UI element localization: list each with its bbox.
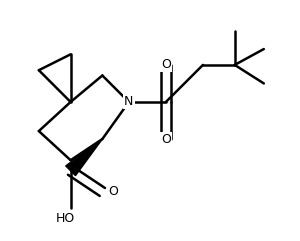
Text: O: O bbox=[161, 133, 171, 146]
Text: O: O bbox=[108, 186, 118, 199]
Text: O: O bbox=[161, 58, 171, 71]
Text: N: N bbox=[124, 95, 134, 108]
Polygon shape bbox=[66, 139, 102, 176]
Text: HO: HO bbox=[56, 212, 75, 225]
